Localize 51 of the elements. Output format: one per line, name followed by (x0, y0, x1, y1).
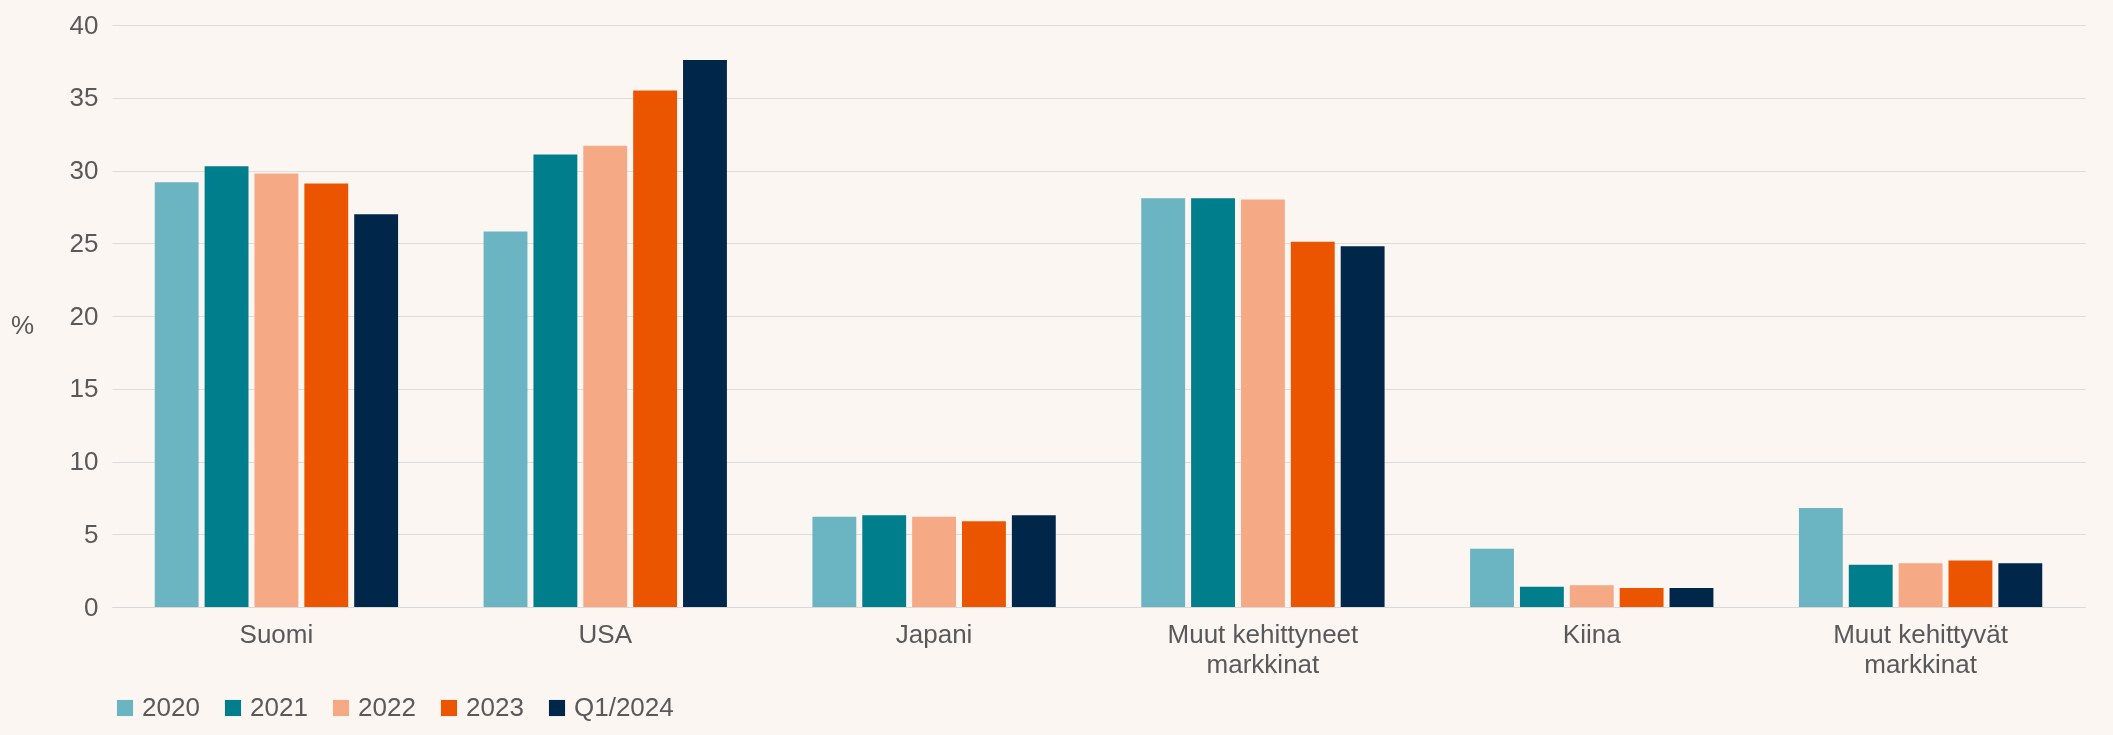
bar (1191, 198, 1235, 607)
bar (1141, 198, 1186, 607)
bar (533, 154, 578, 607)
x-tick-label: Muut kehittyneet markkinat (1167, 618, 1360, 679)
bar (483, 231, 528, 607)
bar (1848, 564, 1893, 607)
bar (1948, 560, 1993, 607)
x-tick-label: Japani (895, 618, 973, 649)
bar (204, 166, 249, 607)
bar (962, 521, 1006, 607)
x-tick-label: Kiina (1562, 618, 1622, 649)
y-tick-label: 35 (69, 82, 99, 113)
x-tick-label: USA (578, 618, 633, 649)
bar (683, 59, 727, 607)
x-tick-label: Suomi (239, 618, 314, 649)
legend-label: 2022 (358, 692, 416, 722)
legend-label: 2021 (250, 692, 308, 722)
bar (1290, 241, 1335, 607)
legend-label: Q1/2024 (574, 692, 674, 722)
y-tick-label: 40 (69, 9, 99, 40)
y-tick-label: 5 (84, 518, 99, 549)
bar (1240, 199, 1285, 607)
y-tick-label: 10 (69, 446, 99, 476)
bar (1898, 563, 1943, 607)
bar (912, 516, 957, 607)
y-tick-label: 20 (69, 300, 99, 331)
y-tick-label: 30 (69, 155, 99, 185)
y-tick-label: 15 (69, 373, 99, 404)
bar (862, 515, 907, 607)
bar (1569, 585, 1614, 607)
bar (1798, 508, 1843, 607)
y-axis-title: % (10, 309, 35, 340)
bar (1340, 246, 1385, 607)
x-tick-label: Muut kehittyvät markkinat (1833, 618, 2009, 679)
bar (304, 183, 349, 607)
y-tick-label: 0 (84, 591, 99, 622)
legend-label: 2023 (466, 692, 524, 722)
bar (154, 182, 199, 607)
bar (1519, 586, 1564, 607)
bar (1470, 548, 1514, 607)
bar (1998, 563, 2043, 607)
bar (1619, 588, 1664, 607)
bar (1669, 588, 1714, 607)
y-tick-label: 25 (69, 227, 99, 258)
legend-label: 2020 (142, 692, 200, 722)
bar (583, 145, 628, 607)
bar (812, 516, 857, 607)
bar (633, 90, 678, 607)
bar (354, 214, 399, 607)
bar (1011, 515, 1056, 607)
bar (254, 173, 299, 607)
